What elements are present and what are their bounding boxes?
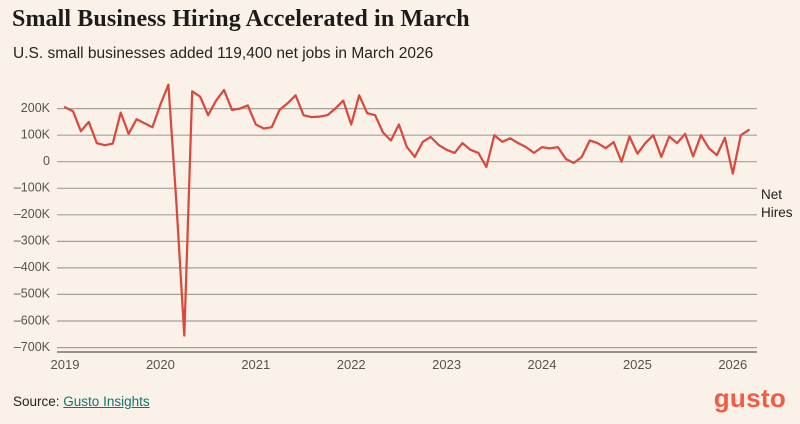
- hiring-line-chart: 200K 100K 0 –100K –200K –300K –400K –500K –600K –…: [0, 72, 800, 382]
- y-tick-label: –700K: [14, 340, 51, 354]
- x-tick-label: 2024: [528, 357, 557, 372]
- y-tick-label: –300K: [14, 234, 51, 248]
- x-tick-label: 2023: [432, 357, 461, 372]
- source-line: Source: Gusto Insights: [13, 394, 150, 409]
- y-tick-label: 0: [43, 154, 50, 168]
- chart-title: Small Business Hiring Accelerated in Mar…: [12, 6, 470, 32]
- y-tick-label: 100K: [21, 127, 51, 141]
- chart-subtitle: U.S. small businesses added 119,400 net …: [13, 45, 434, 62]
- source-label: Source:: [13, 394, 60, 409]
- gusto-logo: gusto: [713, 383, 786, 413]
- x-tick-label: 2022: [337, 357, 366, 372]
- y-tick-label: –200K: [14, 207, 51, 221]
- series-label-net-hires: Net Hires: [761, 187, 793, 221]
- net-hires-line: [63, 83, 750, 337]
- y-tick-label: –100K: [14, 181, 51, 195]
- x-tick-label: 2020: [146, 357, 175, 372]
- chart-canvas: 200K 100K 0 –100K –200K –300K –400K –500K –600K –…: [14, 83, 757, 372]
- x-tick-label: 2026: [718, 357, 747, 372]
- y-tick-label: –400K: [14, 260, 51, 274]
- source-link-gusto-insights[interactable]: Gusto Insights: [63, 394, 150, 409]
- y-tick-label: –600K: [14, 313, 51, 327]
- y-tick-label: 200K: [21, 101, 51, 115]
- y-tick-label: –500K: [14, 287, 51, 301]
- x-tick-label: 2025: [623, 357, 652, 372]
- x-tick-label: 2021: [241, 357, 270, 372]
- x-tick-label: 2019: [51, 357, 80, 372]
